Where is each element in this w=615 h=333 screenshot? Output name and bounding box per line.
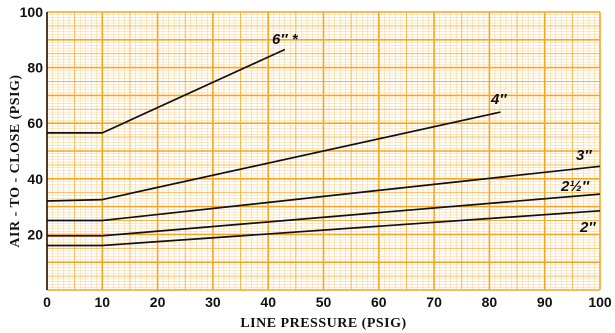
x-tick-label: 30 [205,294,221,310]
x-tick-label: 80 [482,294,498,310]
series-lines [46,48,601,247]
series-labels: 6″ * 4″ 3″ 2½″ 2″ [272,31,596,236]
x-tick-label: 40 [260,294,276,310]
series-line [47,209,601,247]
series-label: 6″ * [272,31,299,48]
series-line [47,193,601,237]
series-label: 2″ [579,219,596,236]
y-tick-label: 60 [27,115,43,131]
y-tick-label: 20 [27,226,43,242]
x-tick-label: 90 [537,294,553,310]
series-label: 2½″ [560,178,590,195]
x-tick-label: 50 [316,294,332,310]
x-tick-label: 60 [371,294,387,310]
x-tick-label: 0 [43,294,51,310]
y-axis-label: AIR - TO - CLOSE (PSIG) [8,74,23,247]
y-tick-label: 80 [27,60,43,76]
x-tick-label: 70 [426,294,442,310]
x-tick-label: 20 [150,294,166,310]
series-label: 3″ [576,147,592,164]
series-line [47,48,286,134]
y-tick-label: 40 [27,171,43,187]
x-tick-label: 10 [95,294,111,310]
series-line [46,111,501,202]
x-axis-label: LINE PRESSURE (PSIG) [240,316,406,331]
y-tick-label: 100 [20,4,44,20]
tick-labels: 0 10 20 30 40 50 60 70 80 90 100 20 40 60 80 100 [20,4,612,310]
series-line [47,165,601,222]
series-label: 4″ [490,91,507,108]
x-tick-label: 100 [588,294,612,310]
